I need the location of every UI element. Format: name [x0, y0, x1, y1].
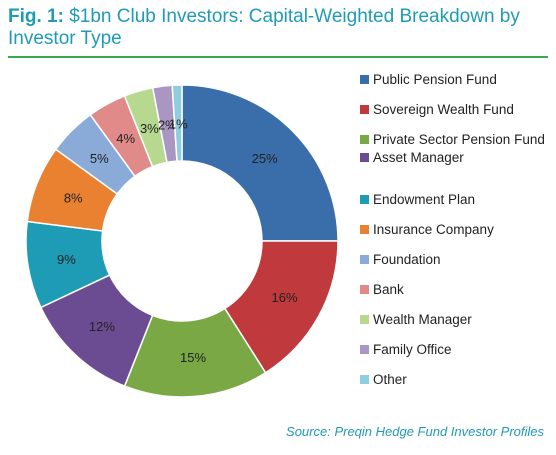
legend-swatch [360, 105, 369, 114]
legend-label: Family Office [373, 342, 452, 357]
legend-label: Asset Manager [373, 150, 464, 165]
legend-label: Private Sector Pension Fund [373, 132, 545, 147]
legend-swatch [360, 345, 369, 354]
legend-swatch [360, 255, 369, 264]
slice-sovereign-wealth-fund [223, 240, 339, 374]
legend-label: Sovereign Wealth Fund [373, 102, 514, 117]
legend-swatch [360, 375, 369, 384]
data-label-insurance-company: 8% [64, 190, 83, 205]
legend-label: Endowment Plan [373, 192, 476, 207]
data-label-family-office: 2% [158, 117, 177, 132]
figure-number: Fig. 1: [8, 6, 64, 27]
chart-title: Fig. 1: $1bn Club Investors: Capital-Wei… [8, 6, 548, 50]
data-label-bank: 4% [116, 131, 135, 146]
data-label-public-pension-fund: 25% [252, 151, 278, 166]
legend-swatch [360, 153, 369, 162]
data-label-private-sector-pension-fund: 15% [180, 350, 206, 365]
legend-label: Foundation [373, 252, 441, 267]
data-label-endowment-plan: 9% [57, 252, 76, 267]
data-label-asset-manager: 12% [89, 319, 115, 334]
legend-swatch [360, 315, 369, 324]
legend-swatch [360, 75, 369, 84]
legend-swatch [360, 195, 369, 204]
source-note: Source: Preqin Hedge Fund Investor Profi… [286, 424, 544, 439]
legend-label: Insurance Company [373, 222, 494, 237]
legend-swatch [360, 135, 369, 144]
chart-title-text: $1bn Club Investors: Capital-Weighted Br… [8, 6, 520, 49]
legend-swatch [360, 285, 369, 294]
legend-label: Other [373, 372, 407, 387]
slice-public-pension-fund [181, 84, 339, 242]
data-label-wealth-manager: 3% [140, 121, 159, 136]
data-label-other: 1% [169, 117, 188, 132]
legend-swatch [360, 225, 369, 234]
legend-label: Wealth Manager [373, 312, 472, 327]
slice-other [171, 84, 183, 162]
title-divider [8, 56, 548, 58]
data-label-foundation: 5% [90, 151, 109, 166]
data-label-sovereign-wealth-fund: 16% [272, 290, 298, 305]
legend-label: Bank [373, 282, 404, 297]
donut-chart: 25% 16% 15% 12% 9% 8% 5% 4% 3% 2%1% [25, 84, 339, 398]
legend-label: Public Pension Fund [373, 72, 497, 87]
